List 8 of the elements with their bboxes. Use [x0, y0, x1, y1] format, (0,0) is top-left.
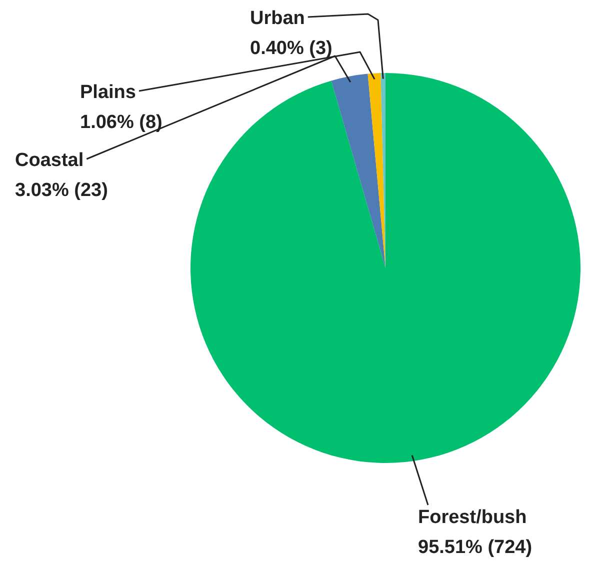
- data-label: 1.06% (8): [80, 112, 162, 133]
- slice-label: Plains: [80, 82, 136, 103]
- data-label: 0.40% (3): [250, 38, 332, 59]
- slice-label: Forest/bush: [418, 507, 527, 528]
- data-label: 3.03% (23): [15, 180, 108, 201]
- slice-label: Coastal: [15, 150, 84, 171]
- slice-label: Urban: [250, 8, 305, 29]
- data-label: 95.51% (724): [418, 537, 532, 558]
